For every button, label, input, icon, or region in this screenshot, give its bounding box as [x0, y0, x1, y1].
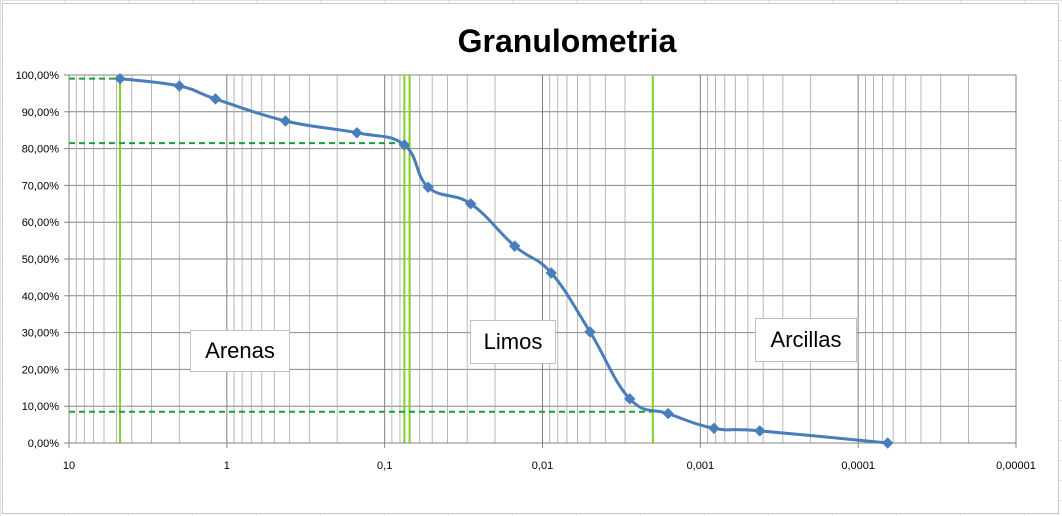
series-line — [119, 77, 888, 445]
y-tick-label: 0,00% — [28, 438, 59, 450]
grid-lines — [68, 74, 1017, 444]
x-tick-label: 0,0001 — [841, 460, 875, 472]
x-tick-label: 0,001 — [687, 460, 715, 472]
data-point — [279, 115, 292, 127]
data-point — [708, 422, 720, 434]
tick-labels: 0,00% 10,00% 20,00% 30,00% 40,00% 50,00% 60,00… — [16, 70, 1036, 472]
y-tick-label: 100,00% — [16, 70, 60, 82]
data-series — [114, 72, 894, 449]
y-tick-label: 90,00% — [22, 107, 60, 119]
data-point — [173, 80, 186, 92]
axes — [64, 74, 1017, 448]
data-point — [422, 181, 434, 193]
data-point — [584, 326, 596, 338]
y-tick-label: 60,00% — [22, 217, 60, 229]
x-tick-label: 0,01 — [532, 460, 553, 472]
y-tick-label: 10,00% — [22, 401, 60, 413]
data-point — [508, 240, 521, 252]
x-tick-label: 1 — [224, 460, 230, 472]
x-tick-label: 10 — [63, 460, 75, 472]
y-tick-label: 70,00% — [22, 180, 60, 192]
y-tick-label: 30,00% — [22, 328, 60, 340]
x-tick-label: 0,1 — [377, 460, 392, 472]
data-point — [209, 93, 222, 105]
data-point — [351, 127, 363, 139]
reference-lines — [69, 75, 654, 443]
y-tick-label: 20,00% — [22, 364, 60, 376]
data-point — [114, 72, 126, 85]
data-point — [624, 393, 636, 405]
data-point — [465, 198, 477, 210]
zone-label-limos: Limos — [470, 320, 556, 364]
data-point — [881, 437, 894, 449]
chart-title: Granulometria — [458, 23, 677, 59]
data-point — [398, 139, 411, 151]
data-point — [754, 425, 766, 437]
data-point — [545, 267, 557, 279]
zone-label-arenas: Arenas — [190, 330, 290, 372]
zone-label-limos-text: Limos — [483, 329, 543, 354]
zone-label-arenas-text: Arenas — [205, 338, 275, 363]
y-tick-label: 50,00% — [22, 254, 60, 266]
y-tick-label: 40,00% — [22, 291, 60, 303]
data-point — [662, 407, 674, 420]
zone-label-arcillas-text: Arcillas — [770, 327, 842, 352]
y-tick-label: 80,00% — [22, 144, 60, 156]
zone-label-arcillas: Arcillas — [755, 318, 857, 362]
x-tick-label: 0,00001 — [996, 460, 1036, 472]
